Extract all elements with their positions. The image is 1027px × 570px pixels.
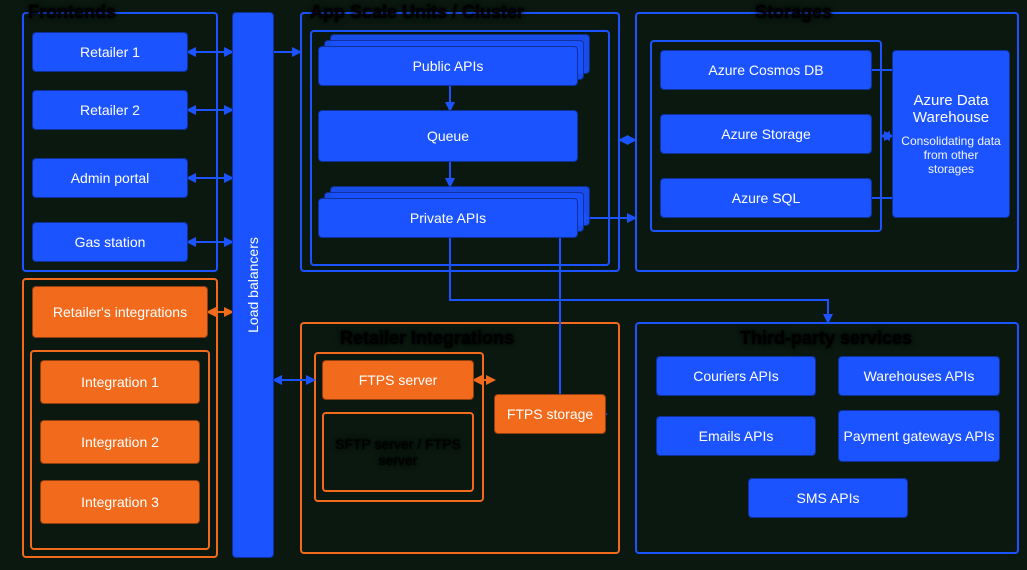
node-label-retailer1: Retailer 1 bbox=[80, 44, 140, 60]
node-label-ftps-sub: SFTP server / FTPS server bbox=[324, 436, 472, 468]
node-int2: Integration 2 bbox=[40, 420, 200, 464]
node-load-balancers: Load balancers bbox=[232, 12, 274, 558]
node-label-az-sql: Azure SQL bbox=[732, 190, 800, 206]
node-label-adw: Azure Data Warehouse bbox=[899, 92, 1003, 126]
node-adw: Azure Data Warehouse Consolidating data f… bbox=[892, 50, 1010, 218]
diagram-canvas: Frontends App Scale Units / Cluster Storag… bbox=[0, 0, 1027, 570]
node-label-ret-int-top: Retailer's integrations bbox=[53, 304, 187, 320]
group-title-g-thirdparty: Third-party services bbox=[740, 328, 912, 349]
node-label-gas: Gas station bbox=[75, 234, 146, 250]
node-ftps-storage: FTPS storage bbox=[494, 394, 606, 434]
group-title-g-storages: Storages bbox=[755, 2, 832, 23]
node-queue: Queue bbox=[318, 110, 578, 162]
node-ret-int-top: Retailer's integrations bbox=[32, 286, 208, 338]
node-label-ftps-server: FTPS server bbox=[359, 372, 438, 388]
node-retailer2: Retailer 2 bbox=[32, 90, 188, 130]
node-ftps-server: FTPS server bbox=[322, 360, 474, 400]
group-title-g-frontends: Frontends bbox=[28, 2, 116, 23]
node-sms: SMS APIs bbox=[748, 478, 908, 518]
node-label-warehouses: Warehouses APIs bbox=[864, 368, 975, 384]
node-payments: Payment gateways APIs bbox=[838, 410, 1000, 462]
node-label-queue: Queue bbox=[427, 128, 469, 144]
node-label-int3: Integration 3 bbox=[81, 494, 159, 510]
node-cosmos: Azure Cosmos DB bbox=[660, 50, 872, 90]
node-label-cosmos: Azure Cosmos DB bbox=[708, 62, 823, 78]
node-label-int1: Integration 1 bbox=[81, 374, 159, 390]
node-couriers: Couriers APIs bbox=[656, 356, 816, 396]
node-int3: Integration 3 bbox=[40, 480, 200, 524]
node-label-sms: SMS APIs bbox=[796, 490, 859, 506]
node-ftps-sub: SFTP server / FTPS server bbox=[322, 412, 474, 492]
group-title-g-app-cluster: App Scale Units / Cluster bbox=[310, 2, 524, 23]
node-warehouses: Warehouses APIs bbox=[838, 356, 1000, 396]
node-label-couriers: Couriers APIs bbox=[693, 368, 779, 384]
node-label-ftps-storage: FTPS storage bbox=[507, 406, 593, 422]
node-label-az-storage: Azure Storage bbox=[721, 126, 811, 142]
group-title-g-retailer-int: Retailer Integrations bbox=[340, 328, 514, 349]
node-label-private-apis: Private APIs bbox=[410, 210, 486, 226]
node-label-public-apis: Public APIs bbox=[413, 58, 484, 74]
node-private-apis: Private APIs bbox=[318, 198, 578, 238]
node-emails: Emails APIs bbox=[656, 416, 816, 456]
node-retailer1: Retailer 1 bbox=[32, 32, 188, 72]
node-label-int2: Integration 2 bbox=[81, 434, 159, 450]
node-label-payments: Payment gateways APIs bbox=[844, 428, 995, 444]
node-label-retailer2: Retailer 2 bbox=[80, 102, 140, 118]
node-gas: Gas station bbox=[32, 222, 188, 262]
node-az-storage: Azure Storage bbox=[660, 114, 872, 154]
node-int1: Integration 1 bbox=[40, 360, 200, 404]
node-sublabel-adw: Consolidating data from other storages bbox=[899, 134, 1003, 176]
node-label-admin: Admin portal bbox=[71, 170, 150, 186]
node-admin: Admin portal bbox=[32, 158, 188, 198]
node-az-sql: Azure SQL bbox=[660, 178, 872, 218]
node-public-apis: Public APIs bbox=[318, 46, 578, 86]
node-label-load-balancers: Load balancers bbox=[245, 237, 261, 333]
node-label-emails: Emails APIs bbox=[699, 428, 774, 444]
